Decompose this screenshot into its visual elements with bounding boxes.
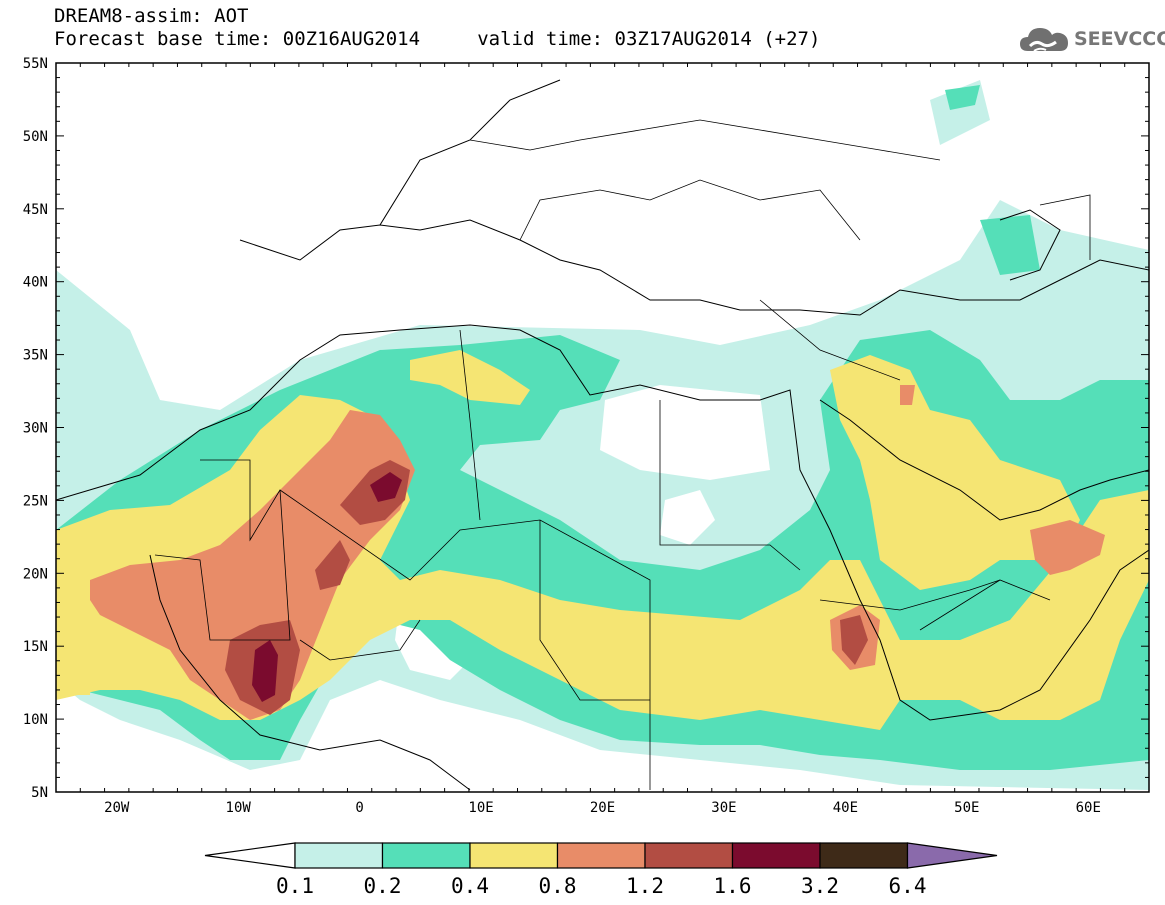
- forecast-times: Forecast base time: 00Z16AUG2014 valid t…: [54, 28, 821, 50]
- colorbar-label: 0.2: [364, 874, 402, 898]
- lat-tick-label: 45N: [23, 202, 48, 218]
- axis-ticks: [55, 62, 1150, 793]
- lon-tick-label: 60E: [1076, 800, 1101, 816]
- map-title: DREAM8-assim: AOT: [54, 5, 249, 27]
- lat-tick-label: 35N: [23, 348, 48, 364]
- colorbar-high-arrow: [906, 842, 998, 869]
- lat-tick-label: 20N: [23, 566, 48, 582]
- colorbar-swatch: [731, 842, 821, 869]
- lat-tick-label: 50N: [23, 129, 48, 145]
- cloud-icon: [1020, 28, 1068, 52]
- lon-tick-label: 40E: [833, 800, 858, 816]
- lon-tick-label: 50E: [954, 800, 979, 816]
- lat-tick-label: 25N: [23, 493, 48, 509]
- colorbar-label: 6.4: [889, 874, 927, 898]
- colorbar-label: 0.8: [539, 874, 577, 898]
- colorbar-swatch: [644, 842, 734, 869]
- colorbar-label: 1.2: [626, 874, 664, 898]
- seevccc-logo: SEEVCCC: [1018, 22, 1165, 56]
- lon-tick-label: 30E: [711, 800, 736, 816]
- colorbar-low-arrow: [204, 842, 296, 869]
- lat-tick-label: 10N: [23, 712, 48, 728]
- lat-tick-label: 55N: [23, 56, 48, 72]
- lon-tick-label: 0: [355, 800, 363, 816]
- colorbar-swatch: [381, 842, 471, 869]
- lon-tick-label: 10E: [468, 800, 493, 816]
- aot-band-0.8: [90, 385, 1105, 720]
- colorbar-label: 3.2: [801, 874, 839, 898]
- colorbar-swatch: [294, 842, 384, 869]
- colorbar-swatch: [556, 842, 646, 869]
- aot-band-1.6: [252, 472, 402, 702]
- axis-tick-labels: 20W 10W 0 10E 20E 30E 40E 50E 60E 5N 10N 15N 20N 25N 3…: [23, 56, 1101, 816]
- colorbar-swatch: [469, 842, 559, 869]
- lon-tick-label: 10W: [226, 800, 252, 816]
- colorbar: [204, 842, 998, 869]
- colorbar-swatch: [819, 842, 909, 869]
- logo-text: SEEVCCC: [1074, 28, 1165, 50]
- lat-tick-label: 15N: [23, 639, 48, 655]
- lon-tick-label: 20E: [590, 800, 615, 816]
- lat-tick-label: 30N: [23, 421, 48, 437]
- colorbar-label: 1.6: [714, 874, 752, 898]
- lon-tick-label: 20W: [104, 800, 130, 816]
- country-borders: [154, 119, 1091, 790]
- colorbar-label: 0.4: [451, 874, 489, 898]
- colorbar-labels: 0.1 0.2 0.4 0.8 1.2 1.6 3.2 6.4: [276, 874, 926, 898]
- lat-tick-label: 5N: [31, 785, 48, 801]
- colorbar-label: 0.1: [276, 874, 314, 898]
- lat-tick-label: 40N: [23, 275, 48, 291]
